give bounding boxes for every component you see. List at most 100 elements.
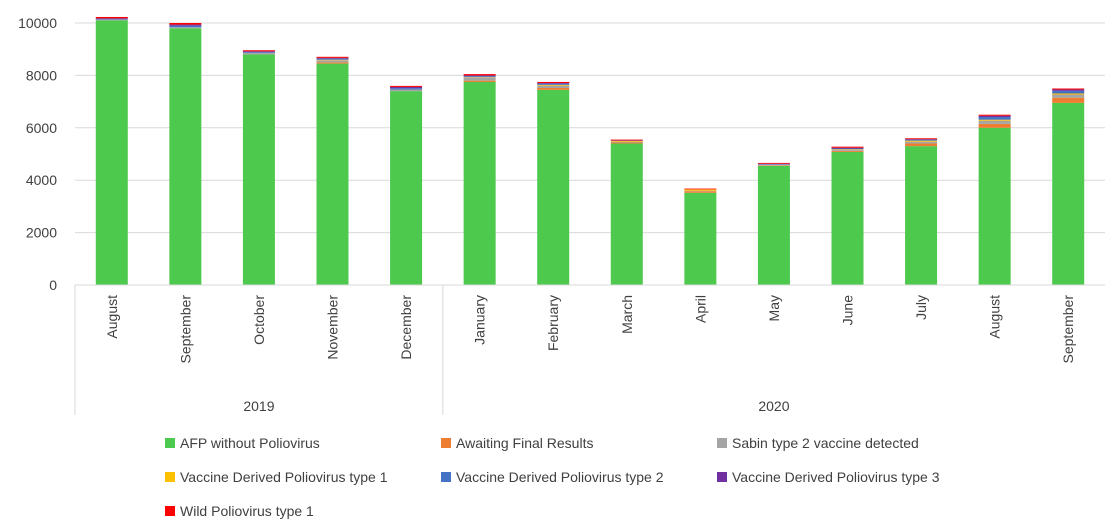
bar-segment: [684, 191, 717, 193]
bar-segment: [463, 80, 496, 82]
bar-segment: [537, 84, 570, 86]
bar-segment: [242, 51, 275, 53]
bar-segment: [905, 140, 938, 142]
bar-segment: [831, 150, 864, 152]
bar-segment: [905, 143, 938, 147]
y-tick-label: 8000: [26, 67, 57, 83]
bar-segment: [242, 50, 275, 52]
bar-segment: [757, 165, 790, 166]
x-tick-label: August: [104, 295, 120, 339]
bar-segment: [831, 151, 864, 285]
bar-stack: [242, 50, 275, 285]
bar-segment: [1052, 93, 1085, 95]
bar-segment: [978, 123, 1011, 128]
bar-segment: [905, 141, 938, 144]
y-axis: 0 2000 4000 6000 8000 10000: [18, 15, 57, 293]
bar-segment: [463, 77, 496, 81]
bar-segment: [169, 24, 202, 26]
bar-segment: [95, 18, 128, 20]
bar-segment: [757, 162, 790, 164]
bar-segment: [757, 163, 790, 165]
bar-stack: [757, 162, 790, 285]
bar-segment: [757, 164, 790, 165]
bar-segment: [905, 139, 938, 140]
bar-segment: [978, 115, 1011, 118]
bar-stack: [95, 16, 128, 285]
bar-segment: [684, 190, 717, 192]
bar-segment: [684, 189, 717, 191]
x-tick-label: July: [913, 295, 929, 320]
bar-segment: [757, 165, 790, 285]
bar-segment: [684, 192, 717, 285]
x-tick-label: January: [472, 295, 488, 345]
bar-stack: [463, 74, 496, 285]
bar-segment: [978, 120, 1011, 124]
bar-segment: [390, 85, 423, 87]
bar-stack: [390, 85, 423, 286]
bar-segment: [1052, 88, 1085, 90]
bar-segment: [831, 149, 864, 150]
bar-segment: [978, 117, 1011, 120]
bar-segment: [463, 77, 496, 78]
bar-segment: [610, 141, 643, 143]
x-tick-label: September: [177, 295, 193, 364]
bar-segment: [537, 89, 570, 285]
bar-segment: [610, 140, 643, 141]
bar-segment: [757, 164, 790, 166]
bar-segment: [390, 89, 423, 92]
x-tick-label: September: [1060, 295, 1076, 364]
bar-segment: [537, 81, 570, 83]
bar-segment: [169, 28, 202, 286]
bar-segment: [316, 60, 349, 63]
x-tick-label: May: [766, 295, 782, 321]
bar-segment: [95, 19, 128, 21]
bar-segment: [390, 88, 423, 90]
bar-segment: [390, 86, 423, 89]
bar-segment: [610, 139, 643, 141]
bar-segment: [95, 20, 128, 285]
bar-segment: [610, 140, 643, 142]
x-tick-label: March: [619, 295, 635, 334]
bar-segment: [1052, 97, 1085, 103]
x-tick-label: April: [692, 295, 708, 323]
bar-stack: [978, 114, 1011, 285]
bar-segment: [978, 114, 1011, 116]
year-group-label: 2020: [758, 398, 789, 414]
gridlines: [75, 22, 1105, 286]
bar-segment: [1052, 90, 1085, 94]
bar-stack: [316, 56, 349, 285]
x-tick-label: February: [545, 295, 561, 351]
bar-segment: [316, 59, 349, 61]
bar-segment: [463, 75, 496, 77]
x-tick-label: November: [325, 295, 341, 360]
bar-segment: [831, 148, 864, 150]
bar-segment: [905, 146, 938, 285]
bar-segment: [537, 83, 570, 85]
bar-segment: [242, 52, 275, 53]
x-tick-label: June: [840, 295, 856, 326]
bar-segment: [316, 58, 349, 60]
y-tick-label: 6000: [26, 120, 57, 136]
bar-stack: [831, 146, 864, 285]
bar-segment: [316, 62, 349, 64]
y-tick-label: 2000: [26, 225, 57, 241]
bar-segment: [463, 76, 496, 78]
bar-stack: [684, 188, 717, 285]
bar-segment: [242, 52, 275, 55]
bar-segment: [537, 82, 570, 84]
x-tick-label: October: [251, 295, 267, 345]
bar-stack: [1052, 88, 1085, 285]
bar-segment: [316, 56, 349, 58]
bar-segment: [169, 23, 202, 25]
x-axis: August September October November December Ja…: [74, 284, 1105, 415]
bar-segment: [316, 63, 349, 285]
bar-segment: [169, 25, 202, 28]
bar-stack: [610, 139, 643, 285]
bar-segment: [537, 85, 570, 88]
bar-segment: [684, 188, 717, 190]
bar-segment: [978, 127, 1011, 285]
bar-segment: [831, 147, 864, 149]
bar-segment: [905, 138, 938, 140]
year-group-label: 2019: [243, 398, 274, 414]
